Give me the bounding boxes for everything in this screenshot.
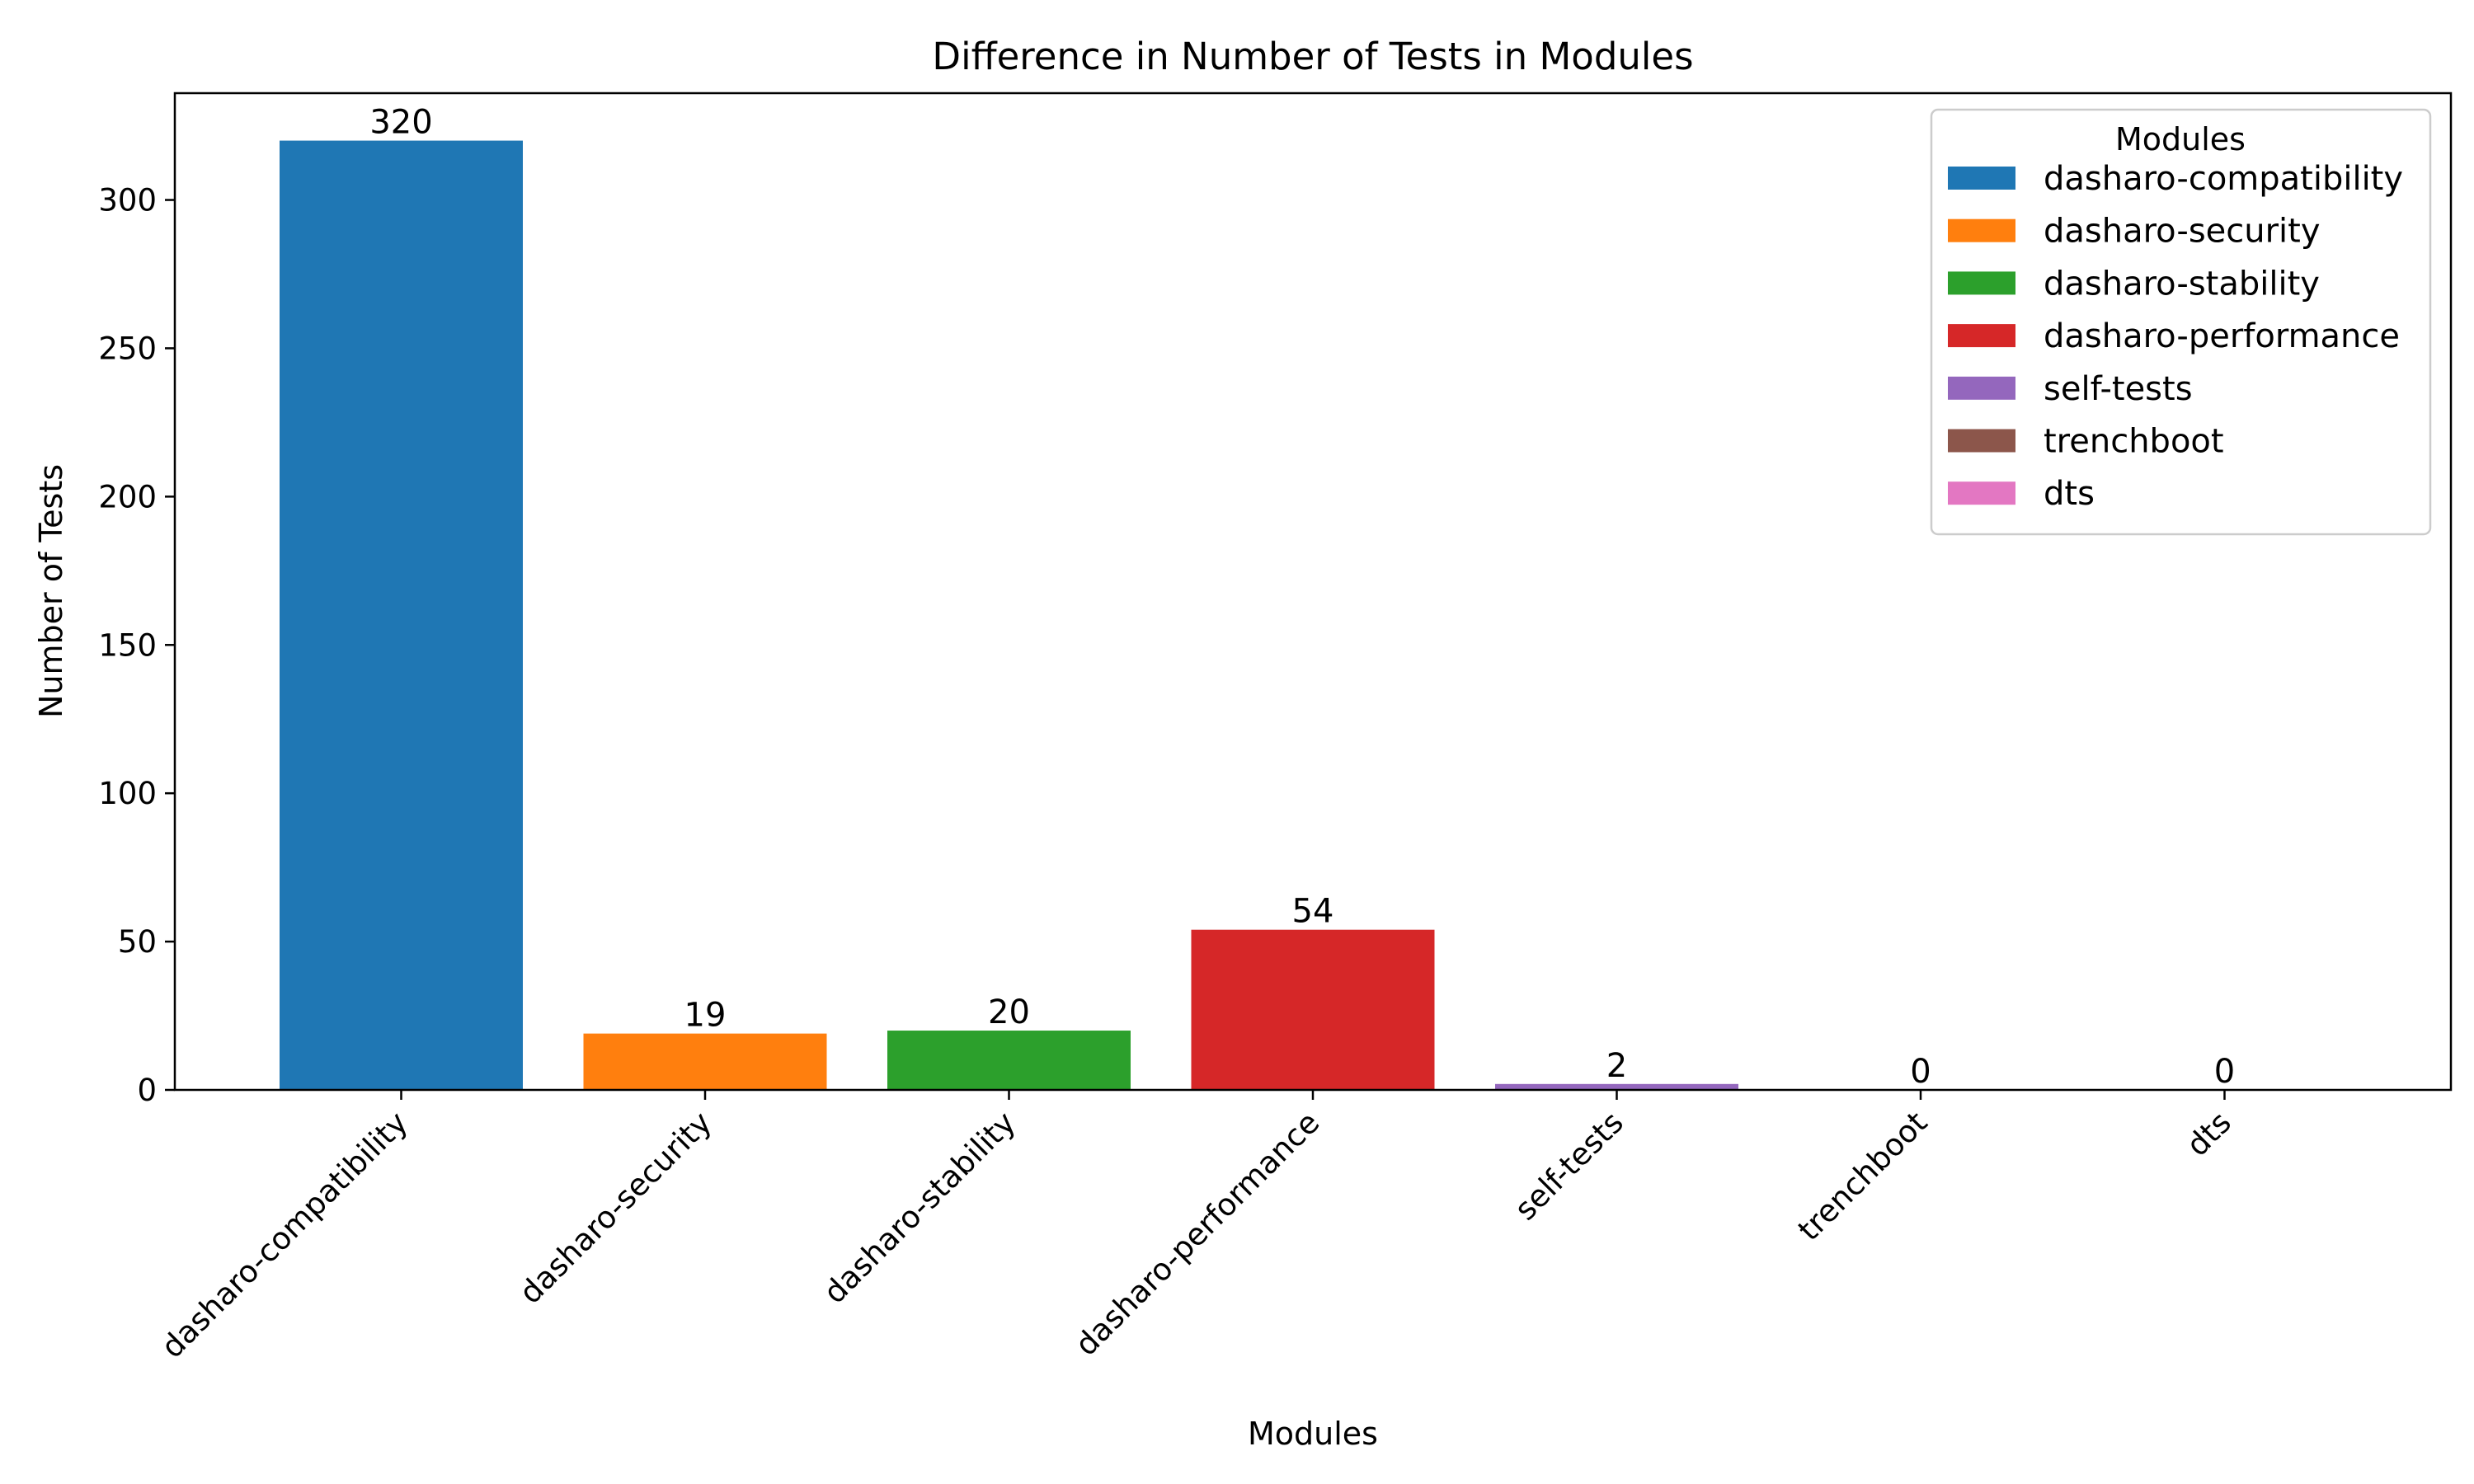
plot-frame <box>173 92 2453 1092</box>
bar-value-label-self-tests: 2 <box>1606 1047 1627 1085</box>
legend-label-dasharo-compatibility: dasharo-compatibility <box>2044 160 2403 198</box>
bar-value-label-dasharo-compatibility: 320 <box>369 104 432 142</box>
legend-swatch-dasharo-stability <box>1948 271 2015 295</box>
legend-label-self-tests: self-tests <box>2044 370 2193 408</box>
y-axis-label: Number of Tests <box>33 464 69 718</box>
bar-dasharo-stability <box>887 1031 1131 1090</box>
y-tick-label-0: 0 <box>137 1073 157 1108</box>
legend-swatch-trenchboot <box>1948 429 2015 453</box>
y-axis: 0 50 100 150 200 250 300 <box>98 183 175 1108</box>
y-tick-label-250: 250 <box>98 331 157 366</box>
legend-swatch-self-tests <box>1948 376 2015 400</box>
bars-group <box>280 140 1738 1091</box>
legend-label-dasharo-stability: dasharo-stability <box>2044 265 2320 303</box>
bar-dasharo-compatibility <box>280 140 523 1091</box>
y-tick-label-150: 150 <box>98 627 157 663</box>
legend-swatch-dasharo-performance <box>1948 324 2015 348</box>
x-axis-label: Modules <box>1248 1416 1378 1452</box>
legend-swatch-dts <box>1948 481 2015 505</box>
legend-swatch-dasharo-security <box>1948 218 2015 242</box>
bar-value-label-dasharo-security: 19 <box>684 997 727 1035</box>
bar-self-tests <box>1495 1083 1738 1090</box>
legend-title: Modules <box>2115 121 2246 157</box>
bar-value-label-dasharo-stability: 20 <box>988 993 1030 1031</box>
legend: Modules dasharo-compatibility dasharo-sec… <box>1930 108 2432 536</box>
legend-swatch-dasharo-compatibility <box>1948 167 2015 190</box>
legend-label-dts: dts <box>2044 475 2095 513</box>
legend-label-trenchboot: trenchboot <box>2044 423 2224 461</box>
bar-dasharo-performance <box>1191 929 1435 1090</box>
bar-dasharo-security <box>583 1033 827 1090</box>
legend-label-dasharo-performance: dasharo-performance <box>2044 317 2400 355</box>
legend-label-dasharo-security: dasharo-security <box>2044 213 2321 251</box>
bar-value-label-dts: 0 <box>2214 1053 2235 1091</box>
bar-value-label-trenchboot: 0 <box>1910 1053 1931 1091</box>
y-tick-label-100: 100 <box>98 776 157 811</box>
y-tick-label-200: 200 <box>98 479 157 514</box>
y-tick-label-50: 50 <box>118 924 157 960</box>
legend-items: dasharo-compatibility dasharo-security das… <box>1948 160 2403 513</box>
y-tick-label-300: 300 <box>98 183 157 218</box>
chart-title: Difference in Number of Tests in Modules <box>932 35 1693 78</box>
legend-box <box>1930 108 2432 536</box>
bar-value-label-dasharo-performance: 54 <box>1292 893 1334 931</box>
